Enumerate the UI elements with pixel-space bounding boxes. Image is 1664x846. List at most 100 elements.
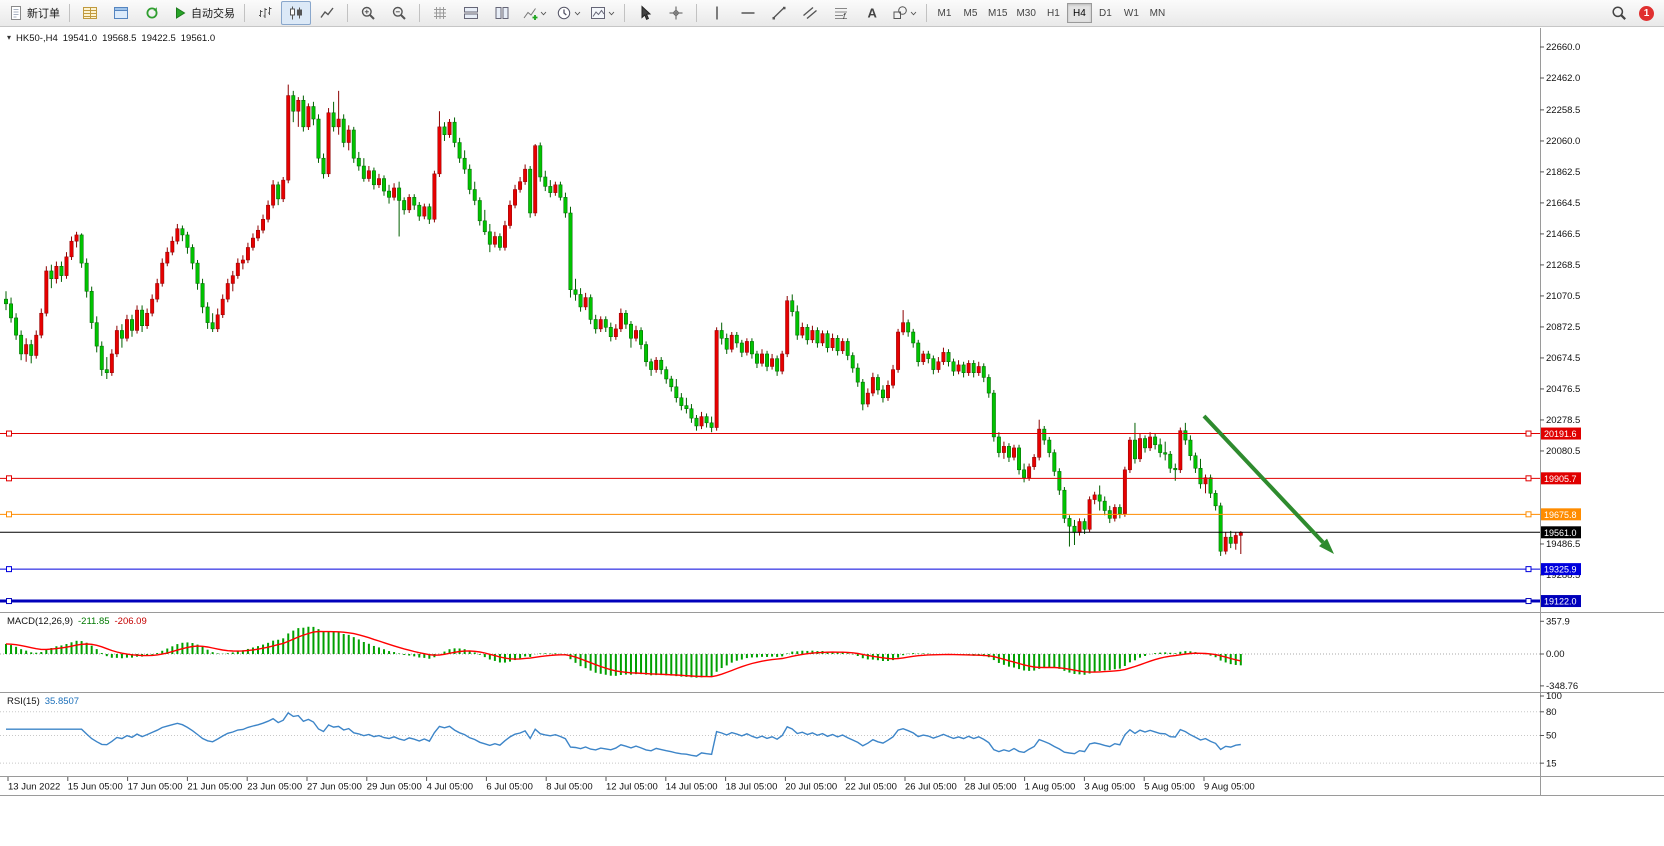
chart-low-value: 19422.5 (141, 33, 176, 44)
macd-scale-label: -348.76 (1546, 681, 1578, 692)
bar-chart-icon-button[interactable] (250, 1, 280, 25)
line-handle (6, 566, 12, 573)
price-line-badge (1541, 427, 1581, 440)
text-icon-button[interactable]: A (857, 1, 887, 25)
notification-badge[interactable]: 1 (1639, 5, 1654, 21)
search-icon (1611, 5, 1627, 21)
timeframe-h4-button[interactable]: H4 (1066, 3, 1092, 23)
new-order-button[interactable]: 新订单 (4, 1, 64, 25)
channel-icon (802, 5, 818, 21)
price-scale-label: 20872.5 (1546, 322, 1580, 333)
auto-trading-icon (172, 5, 188, 21)
line-handle (1525, 430, 1532, 437)
line-handle (1525, 598, 1532, 605)
price-line-badge (1541, 595, 1581, 608)
auto-trading-button[interactable]: 自动交易 (168, 1, 239, 25)
crosshair-icon-button[interactable] (661, 1, 691, 25)
auto-trading-button-label: 自动交易 (191, 8, 235, 20)
periods-icon-button[interactable] (552, 1, 585, 25)
timeframe-w1-button[interactable]: W1 (1123, 7, 1139, 19)
timeframe-m1-button[interactable]: M1 (937, 7, 952, 19)
time-axis-label: 26 Jul 05:00 (905, 782, 957, 793)
rsi-scale-label: 100 (1546, 691, 1562, 702)
price-scale-label: 20278.5 (1546, 415, 1580, 426)
price-line-badge (1541, 472, 1581, 485)
toolbar-separator (624, 4, 625, 22)
chevron-down-icon[interactable] (574, 10, 581, 17)
price-scale-label: 22258.5 (1546, 105, 1580, 116)
macd-scale-label: 0.00 (1546, 649, 1565, 660)
crosshair-icon (668, 5, 684, 21)
zoom-out-icon-button[interactable] (384, 1, 414, 25)
chart-collapse-icon[interactable]: ▾ (7, 33, 12, 42)
chevron-down-icon[interactable] (540, 10, 547, 17)
horizontal-lines-layer[interactable] (0, 414, 1540, 605)
search-icon-button[interactable] (1604, 1, 1634, 25)
toolbar-separator (347, 4, 348, 22)
tile-windows-icon (463, 5, 479, 21)
time-axis-label: 20 Jul 05:00 (785, 782, 837, 793)
chevron-down-icon[interactable] (910, 10, 917, 17)
macd-panel[interactable] (0, 626, 1540, 678)
navigator-icon-button[interactable] (137, 1, 167, 25)
price-line-badge-label: 19122.0 (1544, 597, 1577, 607)
chart-canvas[interactable]: 22660.0 22462.0 22258.5 22060.0 21862.5 21664… (0, 28, 1664, 846)
time-axis[interactable]: 13 Jun 2022 15 Jun 05:00 17 Jun 05:00 21 Ju… (7, 777, 1255, 793)
price-scale-label: 21466.5 (1546, 229, 1580, 240)
price-scale[interactable]: 22660.0 22462.0 22258.5 22060.0 21862.5 21664… (1540, 42, 1581, 769)
cascade-windows-icon-button[interactable] (487, 1, 517, 25)
timeframe-m5-button[interactable]: M5 (963, 7, 978, 19)
line-handle (1525, 511, 1532, 518)
price-line-badge (1541, 563, 1581, 576)
line-handle (6, 511, 12, 518)
vertical-line-icon-button[interactable] (702, 1, 732, 25)
grid-icon-button[interactable] (425, 1, 455, 25)
time-axis-label: 21 Jun 05:00 (187, 782, 242, 793)
line-handle (1525, 566, 1532, 573)
chart-high-value: 19568.5 (102, 33, 137, 44)
candlestick-chart-icon-button[interactable] (281, 1, 311, 25)
price-panel[interactable] (4, 84, 1243, 556)
line-handle (6, 430, 12, 437)
fibonacci-icon-button[interactable]: f (826, 1, 856, 25)
time-axis-label: 13 Jun 2022 (8, 782, 60, 793)
candlestick-chart-icon (288, 5, 304, 21)
time-axis-label: 4 Jul 05:00 (427, 782, 473, 793)
time-axis-label: 23 Jun 05:00 (247, 782, 302, 793)
timeframe-mn-button[interactable]: MN (1149, 7, 1166, 19)
svg-text:A: A (868, 6, 878, 21)
chart-open-value: 19541.0 (62, 33, 98, 44)
time-axis-label: 9 Aug 05:00 (1204, 782, 1255, 793)
chart-windows-icon-button[interactable] (106, 1, 136, 25)
timeframe-m15-button[interactable]: M15 (988, 7, 1008, 19)
cursor-icon (637, 5, 653, 21)
timeframe-m30-button[interactable]: M30 (1016, 7, 1036, 19)
indicators-icon-button[interactable] (518, 1, 551, 25)
trendline-icon-button[interactable] (764, 1, 794, 25)
line-handle (1525, 475, 1532, 482)
templates-icon-button[interactable] (586, 1, 619, 25)
chevron-down-icon[interactable] (608, 10, 615, 17)
indicators-icon (522, 5, 538, 21)
line-handle (6, 475, 12, 482)
market-watch-icon-button[interactable] (75, 1, 105, 25)
rsi-line (6, 711, 1241, 757)
line-chart-icon-button[interactable] (312, 1, 342, 25)
line-chart-icon (319, 5, 335, 21)
channel-icon-button[interactable] (795, 1, 825, 25)
timeframe-d1-button[interactable]: D1 (1099, 7, 1112, 19)
zoom-in-icon-button[interactable] (353, 1, 383, 25)
panel-frame (0, 28, 1664, 796)
cursor-icon-button[interactable] (630, 1, 660, 25)
horizontal-line-icon-button[interactable] (733, 1, 763, 25)
shapes-icon-button[interactable] (888, 1, 921, 25)
time-axis-label: 28 Jul 05:00 (965, 782, 1017, 793)
timeframe-h1-button[interactable]: H1 (1047, 7, 1060, 19)
tile-windows-icon-button[interactable] (456, 1, 486, 25)
price-scale-label: 19486.5 (1546, 539, 1580, 550)
rsi-panel-title: RSI(15) 35.8507 (7, 696, 79, 707)
time-axis-label: 27 Jun 05:00 (307, 782, 362, 793)
rsi-panel[interactable] (0, 711, 1540, 764)
cascade-windows-icon (494, 5, 510, 21)
